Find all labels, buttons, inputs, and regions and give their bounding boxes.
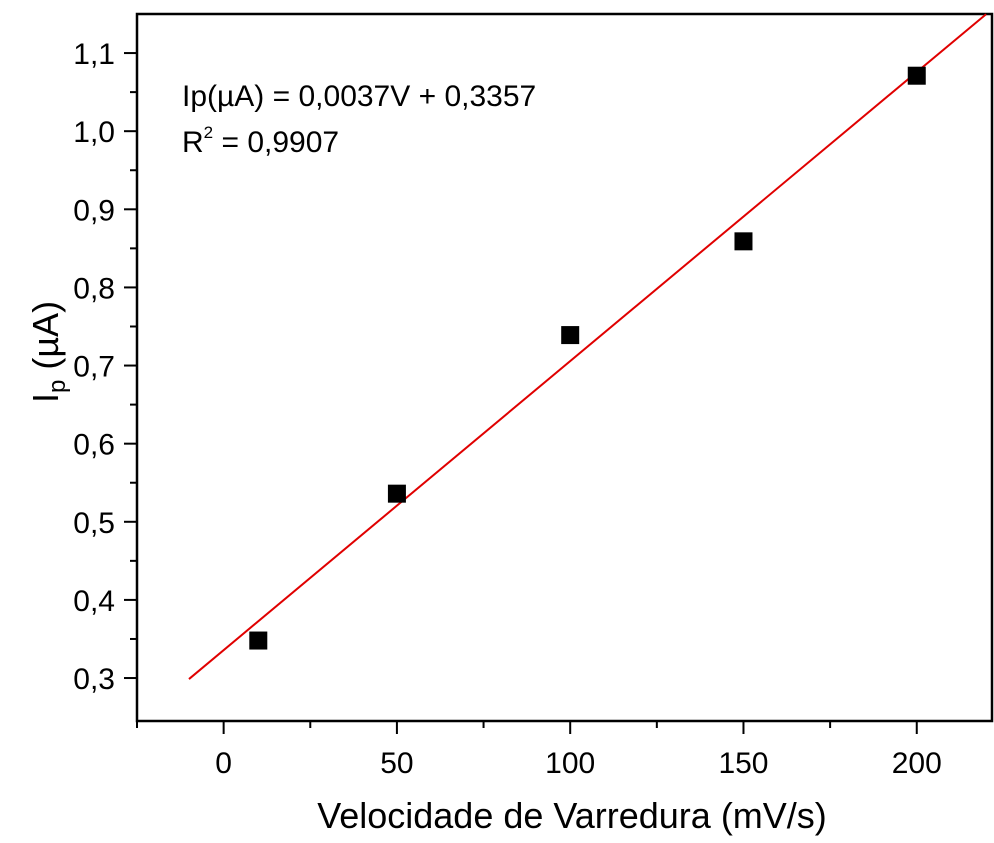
y-axis-title-subscript: p [44, 380, 71, 393]
data-point [734, 232, 753, 251]
y-tick-label: 0,8 [73, 272, 115, 305]
fit-equation-annotation: Ip(µA) = 0,0037V + 0,3357 [182, 80, 536, 113]
plot-frame [135, 12, 994, 723]
y-axis-title-unit: (µA) [25, 301, 66, 380]
r-squared-exponent: 2 [204, 123, 213, 142]
x-axis-title: Velocidade de Varredura (mV/s) [317, 795, 827, 836]
y-tick-label: 1,1 [73, 38, 115, 71]
data-point [907, 66, 926, 85]
y-tick-label: 0,4 [73, 585, 115, 618]
y-tick-label: 0,6 [73, 429, 115, 462]
linear-fit-line [188, 13, 987, 680]
x-tick-label: 50 [380, 747, 413, 780]
y-axis-title: Ip (µA) [25, 301, 71, 403]
r-squared-annotation: R2 = 0,9907 [182, 123, 339, 159]
x-tick-label: 0 [215, 747, 232, 780]
y-tick-label: 0,5 [73, 507, 115, 540]
y-tick-label: 0,7 [73, 351, 115, 384]
data-point [387, 484, 406, 503]
y-axis-title-main: I [25, 393, 66, 403]
r-squared-value: = 0,9907 [213, 126, 339, 159]
data-point [249, 631, 268, 650]
y-tick-label: 1,0 [73, 116, 115, 149]
x-tick-label: 200 [892, 747, 942, 780]
x-tick-label: 150 [718, 747, 768, 780]
y-tick-label: 0,3 [73, 663, 115, 696]
r-squared-label: R [182, 126, 204, 159]
data-point [561, 326, 580, 345]
y-tick-label: 0,9 [73, 194, 115, 227]
x-tick-label: 100 [545, 747, 595, 780]
